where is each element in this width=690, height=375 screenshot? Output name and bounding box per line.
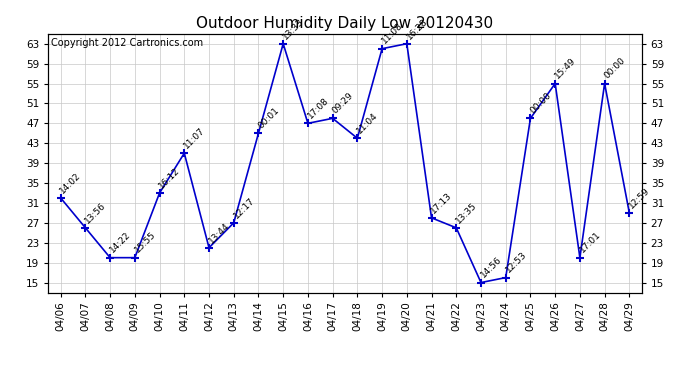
Text: 00:01: 00:01 [256, 106, 281, 130]
Text: 13:35: 13:35 [454, 200, 479, 225]
Text: 12:59: 12:59 [627, 186, 652, 210]
Text: 11:08: 11:08 [380, 21, 404, 46]
Text: 13:33: 13:33 [281, 16, 306, 41]
Text: 17:01: 17:01 [578, 230, 602, 255]
Text: 14:02: 14:02 [59, 171, 83, 195]
Text: 15:49: 15:49 [553, 56, 578, 81]
Text: 16:28: 16:28 [404, 16, 429, 41]
Text: 13:56: 13:56 [83, 200, 108, 225]
Text: 09:29: 09:29 [331, 91, 355, 116]
Text: 16:12: 16:12 [157, 166, 182, 190]
Text: 00:00: 00:00 [602, 56, 627, 81]
Text: 17:08: 17:08 [306, 96, 331, 120]
Text: 11:07: 11:07 [182, 126, 207, 150]
Text: 17:13: 17:13 [429, 190, 454, 215]
Text: 14:22: 14:22 [108, 231, 132, 255]
Text: 12:53: 12:53 [504, 250, 528, 275]
Text: 00:00: 00:00 [529, 91, 553, 116]
Text: 13:44: 13:44 [207, 220, 231, 245]
Text: Copyright 2012 Cartronics.com: Copyright 2012 Cartronics.com [51, 38, 204, 48]
Title: Outdoor Humidity Daily Low 20120430: Outdoor Humidity Daily Low 20120430 [197, 16, 493, 31]
Text: 14:56: 14:56 [479, 255, 504, 280]
Text: 12:17: 12:17 [232, 195, 256, 220]
Text: 15:55: 15:55 [132, 230, 157, 255]
Text: 11:04: 11:04 [355, 111, 380, 135]
